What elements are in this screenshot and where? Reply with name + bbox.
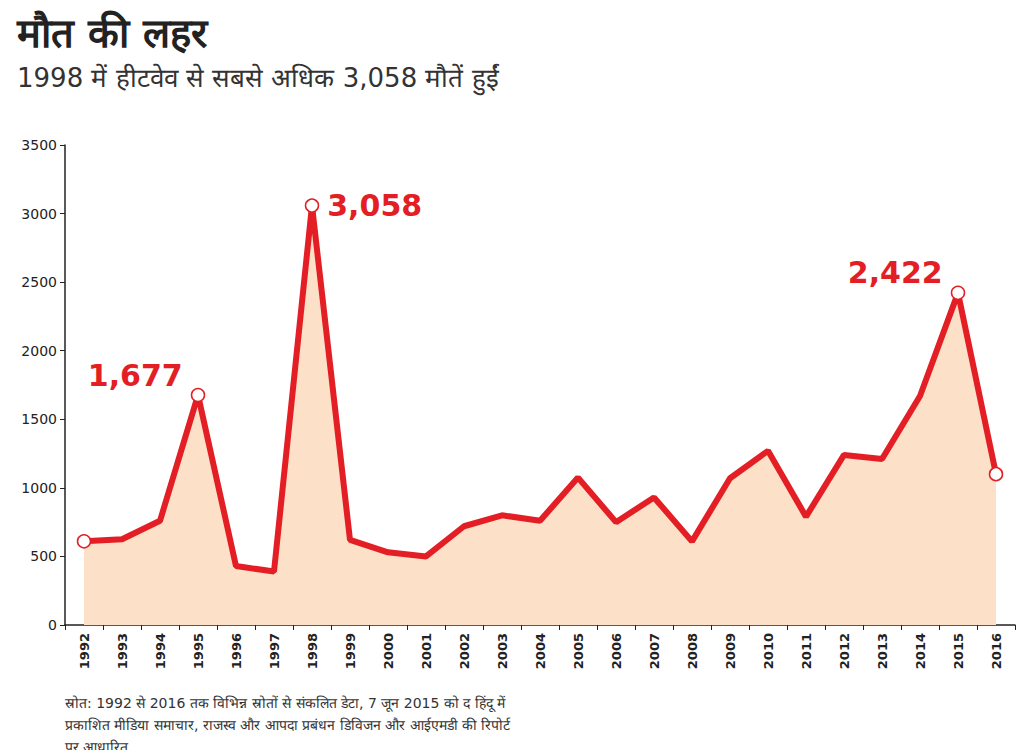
svg-text:2014: 2014 (913, 633, 928, 669)
svg-text:1,677: 1,677 (88, 358, 183, 393)
svg-text:1999: 1999 (343, 633, 358, 669)
svg-text:1000: 1000 (21, 480, 57, 496)
svg-text:2010: 2010 (761, 633, 776, 669)
svg-text:2003: 2003 (495, 633, 510, 669)
svg-text:2016: 2016 (989, 633, 1004, 669)
svg-text:3500: 3500 (21, 137, 57, 153)
svg-text:1993: 1993 (115, 633, 130, 669)
svg-text:2,422: 2,422 (848, 255, 943, 290)
svg-text:2013: 2013 (875, 633, 890, 669)
svg-text:0: 0 (48, 617, 57, 633)
svg-text:2002: 2002 (457, 633, 472, 669)
svg-text:2007: 2007 (647, 633, 662, 669)
svg-text:1992: 1992 (77, 633, 92, 669)
svg-text:1998: 1998 (305, 633, 320, 669)
svg-text:2006: 2006 (609, 633, 624, 669)
svg-text:500: 500 (30, 548, 57, 564)
svg-text:2009: 2009 (723, 633, 738, 669)
svg-text:पर आधारित: पर आधारित (65, 739, 129, 750)
svg-text:2008: 2008 (685, 633, 700, 669)
svg-text:3000: 3000 (21, 206, 57, 222)
svg-text:2011: 2011 (799, 633, 814, 669)
svg-text:2001: 2001 (419, 633, 434, 669)
svg-text:2500: 2500 (21, 274, 57, 290)
svg-text:1997: 1997 (267, 633, 282, 669)
svg-text:स्रोत: 1992 से 2016 तक विभिन्न: स्रोत: 1992 से 2016 तक विभिन्न स्रोतों स… (65, 695, 510, 713)
svg-text:1996: 1996 (229, 633, 244, 669)
svg-text:2015: 2015 (951, 633, 966, 669)
svg-text:1500: 1500 (21, 411, 57, 427)
svg-text:2004: 2004 (533, 633, 548, 669)
svg-text:1995: 1995 (191, 633, 206, 669)
svg-text:मौत की लहर: मौत की लहर (16, 10, 209, 56)
svg-text:1994: 1994 (153, 633, 168, 669)
svg-text:1998 में हीटवेव से सबसे अधिक 3: 1998 में हीटवेव से सबसे अधिक 3,058 मौतें… (17, 63, 500, 96)
svg-text:2000: 2000 (21, 343, 57, 359)
svg-text:2012: 2012 (837, 633, 852, 669)
svg-text:2005: 2005 (571, 633, 586, 669)
svg-text:2000: 2000 (381, 633, 396, 669)
svg-text:प्रकाशित मीडिया समाचार, राजस्व: प्रकाशित मीडिया समाचार, राजस्व और आपदा प… (65, 717, 515, 733)
svg-text:3,058: 3,058 (327, 188, 422, 223)
